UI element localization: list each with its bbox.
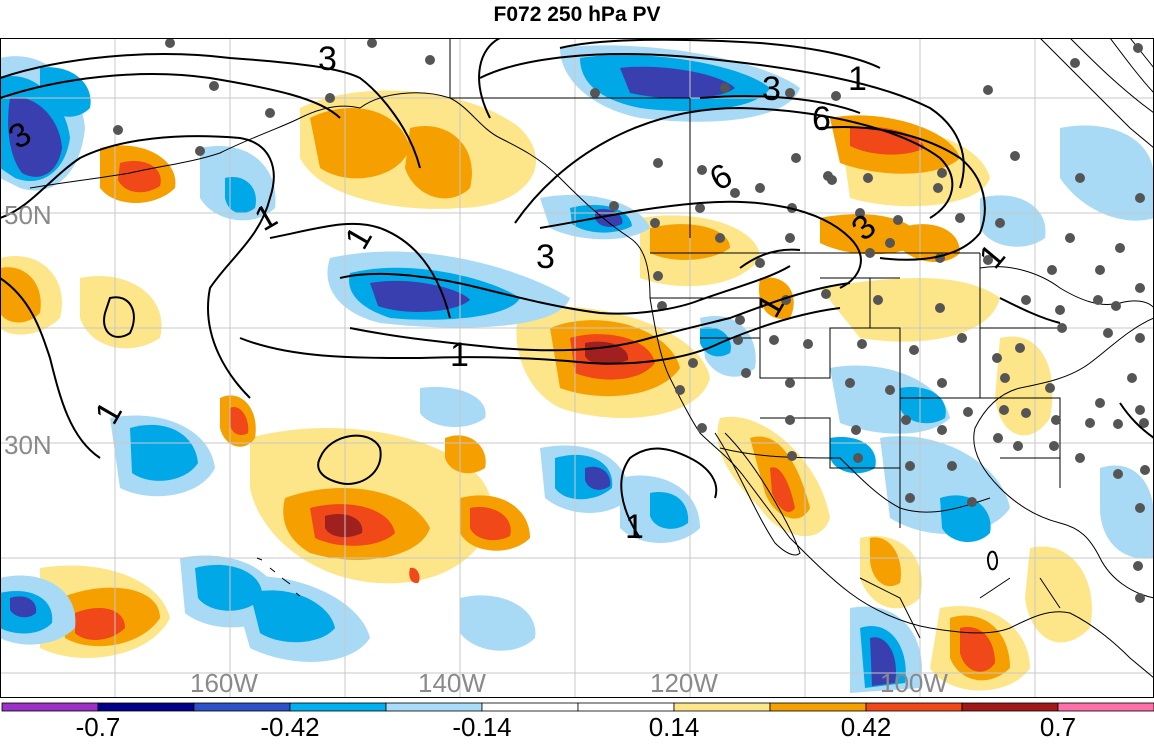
colorbar-swatch <box>385 702 483 712</box>
colorbar-swatch <box>289 702 387 712</box>
colorbar-tick-label: -0.7 <box>76 712 121 739</box>
colorbar-tick-label: -0.42 <box>260 712 319 739</box>
graticule <box>0 38 1154 698</box>
map-title: F072 250 hPa PV <box>493 3 661 26</box>
colorbar-swatch <box>193 702 291 712</box>
contour-label: 1 <box>450 336 469 374</box>
colorbar-swatch <box>769 702 867 712</box>
contour-label: 3 <box>762 70 781 108</box>
lon-label-120w: 120W <box>650 668 718 698</box>
colorbar-tick-label: 0.14 <box>649 712 700 739</box>
colorbar-tick-label: 0.42 <box>841 712 892 739</box>
station-markers <box>113 38 1150 713</box>
colorbar-tick-label: 0.7 <box>1040 712 1076 739</box>
pv-contours <box>0 37 1154 571</box>
colorbar-labels: -0.7 -0.42 -0.14 0.14 0.42 0.7 <box>76 712 1076 742</box>
pv-shading <box>0 45 1154 693</box>
lon-label-100w: 100W <box>880 668 948 698</box>
contour-label: 1 <box>625 508 644 546</box>
colorbar-swatch <box>481 702 579 712</box>
colorbar-swatch <box>961 702 1059 712</box>
lon-label-140w: 140W <box>418 668 486 698</box>
lat-label-30n: 30N <box>4 430 52 460</box>
colorbar-swatch <box>97 702 195 712</box>
colorbar-swatch <box>865 702 963 712</box>
colorbar-swatch <box>1 702 99 712</box>
colorbar-swatch <box>577 702 675 712</box>
colorbar: -0.7 -0.42 -0.14 0.14 0.42 0.7 <box>0 700 1154 742</box>
contour-label: 3 <box>536 238 555 276</box>
lon-label-160w: 160W <box>190 668 258 698</box>
contour-label: 1 <box>848 60 867 98</box>
colorbar-swatches <box>1 702 1154 712</box>
contour-label: 3 <box>318 40 337 78</box>
colorbar-swatch <box>673 702 771 712</box>
contour-label: 6 <box>812 100 831 138</box>
pv-map: 3 3 3 3 6 6 1 1 1 1 1 1 1 1 3 50N 30N 16… <box>0 37 1154 713</box>
lat-label-50n: 50N <box>4 200 52 230</box>
colorbar-tick-label: -0.14 <box>452 712 511 739</box>
colorbar-swatch <box>1057 702 1154 712</box>
